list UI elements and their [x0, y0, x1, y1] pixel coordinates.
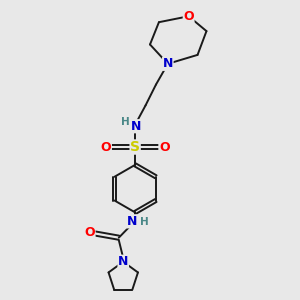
Text: O: O — [101, 140, 111, 154]
Text: S: S — [130, 140, 140, 154]
Text: N: N — [126, 215, 137, 228]
Text: O: O — [159, 140, 169, 154]
Text: N: N — [130, 120, 141, 133]
Text: N: N — [163, 57, 173, 70]
Text: O: O — [183, 10, 194, 23]
Text: H: H — [140, 217, 149, 227]
Text: N: N — [118, 255, 128, 268]
Text: H: H — [121, 117, 130, 128]
Text: O: O — [84, 226, 95, 239]
